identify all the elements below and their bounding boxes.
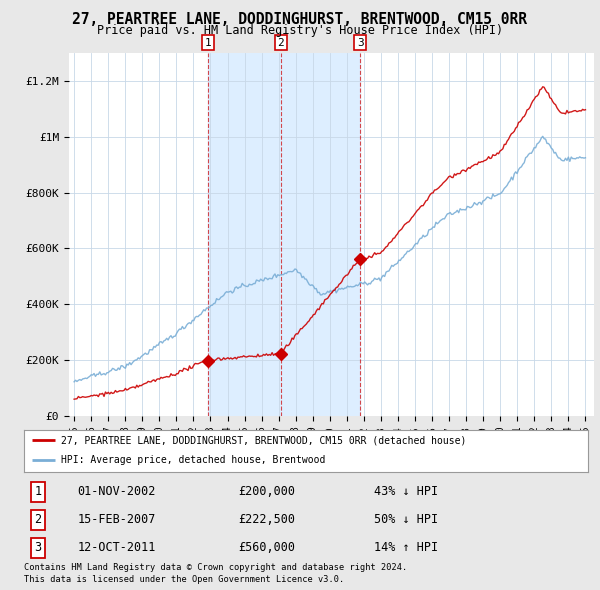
Text: 2: 2: [277, 38, 284, 48]
Text: HPI: Average price, detached house, Brentwood: HPI: Average price, detached house, Bren…: [61, 455, 325, 465]
Text: 27, PEARTREE LANE, DODDINGHURST, BRENTWOOD, CM15 0RR: 27, PEARTREE LANE, DODDINGHURST, BRENTWO…: [73, 12, 527, 27]
Text: Price paid vs. HM Land Registry's House Price Index (HPI): Price paid vs. HM Land Registry's House …: [97, 24, 503, 37]
Text: 3: 3: [35, 541, 41, 554]
Text: Contains HM Land Registry data © Crown copyright and database right 2024.: Contains HM Land Registry data © Crown c…: [24, 563, 407, 572]
Bar: [208, 53, 361, 416]
Text: 15-FEB-2007: 15-FEB-2007: [77, 513, 156, 526]
Text: 01-NOV-2002: 01-NOV-2002: [77, 486, 156, 499]
Text: 1: 1: [205, 38, 211, 48]
Text: 3: 3: [357, 38, 364, 48]
Text: £560,000: £560,000: [238, 541, 295, 554]
Text: 14% ↑ HPI: 14% ↑ HPI: [374, 541, 438, 554]
Text: 50% ↓ HPI: 50% ↓ HPI: [374, 513, 438, 526]
Text: 1: 1: [35, 486, 41, 499]
Text: £200,000: £200,000: [238, 486, 295, 499]
Text: This data is licensed under the Open Government Licence v3.0.: This data is licensed under the Open Gov…: [24, 575, 344, 584]
Text: £222,500: £222,500: [238, 513, 295, 526]
Text: 2: 2: [35, 513, 41, 526]
Text: 43% ↓ HPI: 43% ↓ HPI: [374, 486, 438, 499]
Text: 12-OCT-2011: 12-OCT-2011: [77, 541, 156, 554]
Text: 27, PEARTREE LANE, DODDINGHURST, BRENTWOOD, CM15 0RR (detached house): 27, PEARTREE LANE, DODDINGHURST, BRENTWO…: [61, 435, 466, 445]
